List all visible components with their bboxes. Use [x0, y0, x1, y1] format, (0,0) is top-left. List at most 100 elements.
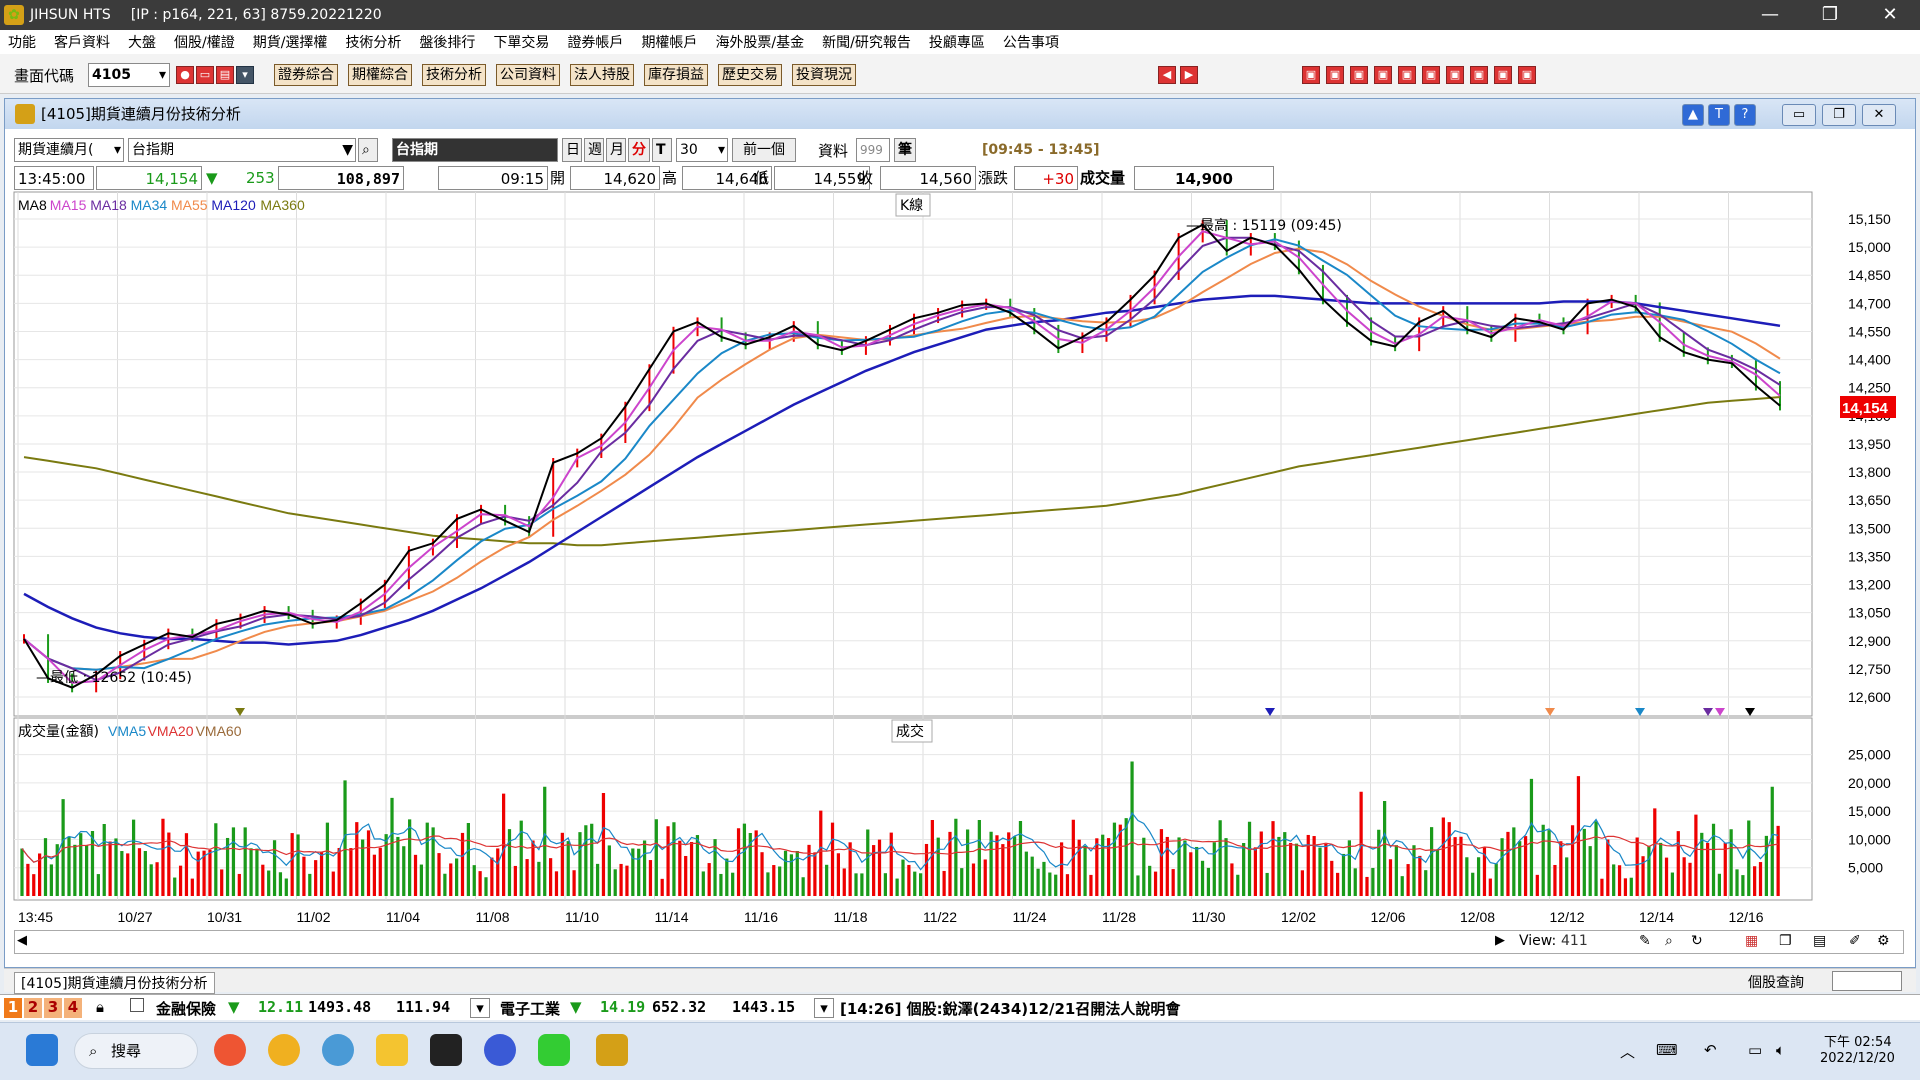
refresh-icon[interactable]: ↻ — [1691, 933, 1703, 949]
toolbar-tool-icon[interactable]: ▣ — [1494, 66, 1512, 84]
menu-item-7[interactable]: 下單交易 — [493, 35, 550, 51]
period-month[interactable]: 月 — [606, 138, 626, 162]
toolbar-tool-icon[interactable]: ▣ — [1470, 66, 1488, 84]
toolbar-tool-icon[interactable]: ▣ — [1518, 66, 1536, 84]
data-count-input[interactable]: 999 — [856, 138, 890, 162]
sticky-notes-icon[interactable] — [430, 1034, 462, 1066]
clock-time[interactable]: 下午 02:54 — [1824, 1035, 1892, 1050]
toolbar-button-3[interactable]: 公司資料 — [496, 64, 560, 86]
menu-item-2[interactable]: 大盤 — [128, 35, 156, 51]
menu-item-3[interactable]: 個股/權證 — [174, 35, 235, 51]
toolbar-button-7[interactable]: 投資現況 — [792, 64, 856, 86]
stock-query-input[interactable] — [1832, 971, 1902, 991]
folder-icon[interactable] — [376, 1034, 408, 1066]
ime-icon[interactable]: ⌨ — [1656, 1041, 1678, 1059]
zoom-icon[interactable]: ⌕ — [1665, 933, 1673, 949]
chart-small-icon[interactable]: ▤ — [216, 66, 234, 84]
photos-icon[interactable] — [322, 1034, 354, 1066]
note-icon[interactable]: ▭ — [196, 66, 214, 84]
code-input[interactable]: 4105 ▾ — [88, 63, 170, 87]
toolbar-tool-icon[interactable]: ▣ — [1350, 66, 1368, 84]
toolbar-tool-icon[interactable]: ▣ — [1446, 66, 1464, 84]
news-ticker[interactable]: [14:26] 個股:銳澤(2434)12/21召開法人說明會 — [840, 1000, 1181, 1018]
symbol-input[interactable]: 台指期 ▼ — [128, 138, 356, 162]
jihsun-app-icon[interactable] — [596, 1034, 628, 1066]
chevron-down-icon[interactable]: ▾ — [814, 998, 834, 1018]
toolbar-tool-icon[interactable]: ▣ — [1374, 66, 1392, 84]
minimize-button[interactable]: — — [1761, 4, 1779, 25]
contract-select[interactable]: 期貨連續月(▾ — [14, 138, 124, 162]
clock-date[interactable]: 2022/12/20 — [1820, 1051, 1895, 1066]
nav-left-icon[interactable]: ◀ — [1158, 66, 1176, 84]
menu-item-9[interactable]: 期權帳戶 — [641, 35, 698, 51]
child-minimize-button[interactable]: ▭ — [1782, 104, 1816, 126]
indicator-icon[interactable]: ▦ — [1745, 933, 1759, 949]
settings-icon[interactable]: ⚙ — [1877, 933, 1890, 949]
tab-2[interactable]: 2 — [24, 998, 42, 1018]
toolbar-tool-icon[interactable]: ▣ — [1326, 66, 1344, 84]
child-restore-button[interactable]: ❐ — [1822, 104, 1856, 126]
line-icon[interactable] — [538, 1034, 570, 1066]
child-close-button[interactable]: ✕ — [1862, 104, 1896, 126]
toolbar-button-1[interactable]: 期權綜合 — [348, 64, 412, 86]
chart-scrollbar[interactable]: ◀ ▶ View: 411 ✎ ⌕ ↻ ▦ ❐ ▤ ✐ ⚙ — [14, 930, 1904, 954]
maximize-button[interactable]: ❐ — [1821, 4, 1839, 25]
toolbar-button-5[interactable]: 庫存損益 — [644, 64, 708, 86]
window-icon[interactable]: ❐ — [1779, 933, 1792, 949]
period-week[interactable]: 週 — [584, 138, 604, 162]
toolbar-button-4[interactable]: 法人持股 — [570, 64, 634, 86]
tab-4[interactable]: 4 — [64, 998, 82, 1018]
period-minute[interactable]: 分 — [628, 138, 650, 162]
menu-item-0[interactable]: 功能 — [8, 35, 36, 51]
close-button[interactable]: ✕ — [1882, 4, 1898, 25]
period-day[interactable]: 日 — [562, 138, 582, 162]
help-icon[interactable]: ? — [1734, 104, 1756, 126]
toolbar-button-0[interactable]: 證券綜合 — [274, 64, 338, 86]
menu-item-6[interactable]: 盤後排行 — [419, 35, 476, 51]
nav-right-icon[interactable]: ▶ — [1180, 66, 1198, 84]
search-box[interactable]: ⌕ 搜尋 — [74, 1033, 198, 1069]
scroll-right-icon[interactable]: ▶ — [1495, 933, 1505, 948]
arrow-up-icon[interactable]: ▲ — [1682, 104, 1704, 126]
menu-item-10[interactable]: 海外股票/基金 — [715, 35, 805, 51]
menu-item-4[interactable]: 期貨/選擇權 — [252, 35, 328, 51]
tab-child-window[interactable]: [4105]期貨連續月份技術分析 — [14, 972, 215, 994]
tab-3[interactable]: 3 — [44, 998, 62, 1018]
search-red-icon[interactable]: ● — [176, 66, 194, 84]
toolbar-tool-icon[interactable]: ▣ — [1422, 66, 1440, 84]
scroll-left-icon[interactable]: ◀ — [17, 933, 27, 948]
chrome-icon[interactable] — [214, 1034, 246, 1066]
chevron-down-icon[interactable]: ▾ — [470, 998, 490, 1018]
browser-icon[interactable] — [268, 1034, 300, 1066]
prev-button[interactable]: 前一個 — [732, 138, 796, 162]
menu-item-5[interactable]: 技術分析 — [345, 35, 402, 51]
toolbar-button-6[interactable]: 歷史交易 — [718, 64, 782, 86]
windows-start-icon[interactable] — [26, 1034, 58, 1066]
tab-1[interactable]: 1 — [4, 998, 22, 1018]
toolbar-tool-icon[interactable]: ▣ — [1302, 66, 1320, 84]
checkbox[interactable] — [130, 998, 144, 1012]
app-icon[interactable] — [484, 1034, 516, 1066]
interval-select[interactable]: 30 ▾ — [676, 138, 728, 162]
period-tick[interactable]: T — [652, 138, 672, 162]
lock-icon[interactable]: 🔒︎ — [96, 998, 104, 1016]
sector1-volume: 111.94 — [396, 998, 451, 1016]
toolbar-button-2[interactable]: 技術分析 — [422, 64, 486, 86]
chevron-up-icon[interactable]: ︿ — [1620, 1043, 1636, 1061]
table-icon[interactable]: ▤ — [1813, 933, 1827, 949]
toolbar-tool-icon[interactable]: ▣ — [1398, 66, 1416, 84]
menu-item-11[interactable]: 新聞/研究報告 — [822, 35, 911, 51]
search-icon[interactable]: ⌕ — [358, 138, 378, 162]
menu-item-1[interactable]: 客戶資料 — [54, 35, 110, 51]
menu-item-8[interactable]: 證券帳戶 — [567, 35, 624, 51]
draw-tool-icon[interactable]: ✎ — [1639, 933, 1651, 949]
menu-item-13[interactable]: 公告事項 — [1002, 35, 1059, 51]
pen-icon[interactable]: ✐ — [1849, 933, 1861, 949]
menu-item-12[interactable]: 投顧專區 — [928, 35, 985, 51]
dropdown-icon[interactable]: ▾ — [236, 66, 254, 84]
undo-icon[interactable]: ↶ — [1704, 1041, 1717, 1059]
text-tool-icon[interactable]: T — [1708, 104, 1730, 126]
display-icon[interactable]: ▭ — [1748, 1041, 1763, 1059]
volume-icon[interactable]: 🔈︎ — [1776, 1041, 1786, 1059]
